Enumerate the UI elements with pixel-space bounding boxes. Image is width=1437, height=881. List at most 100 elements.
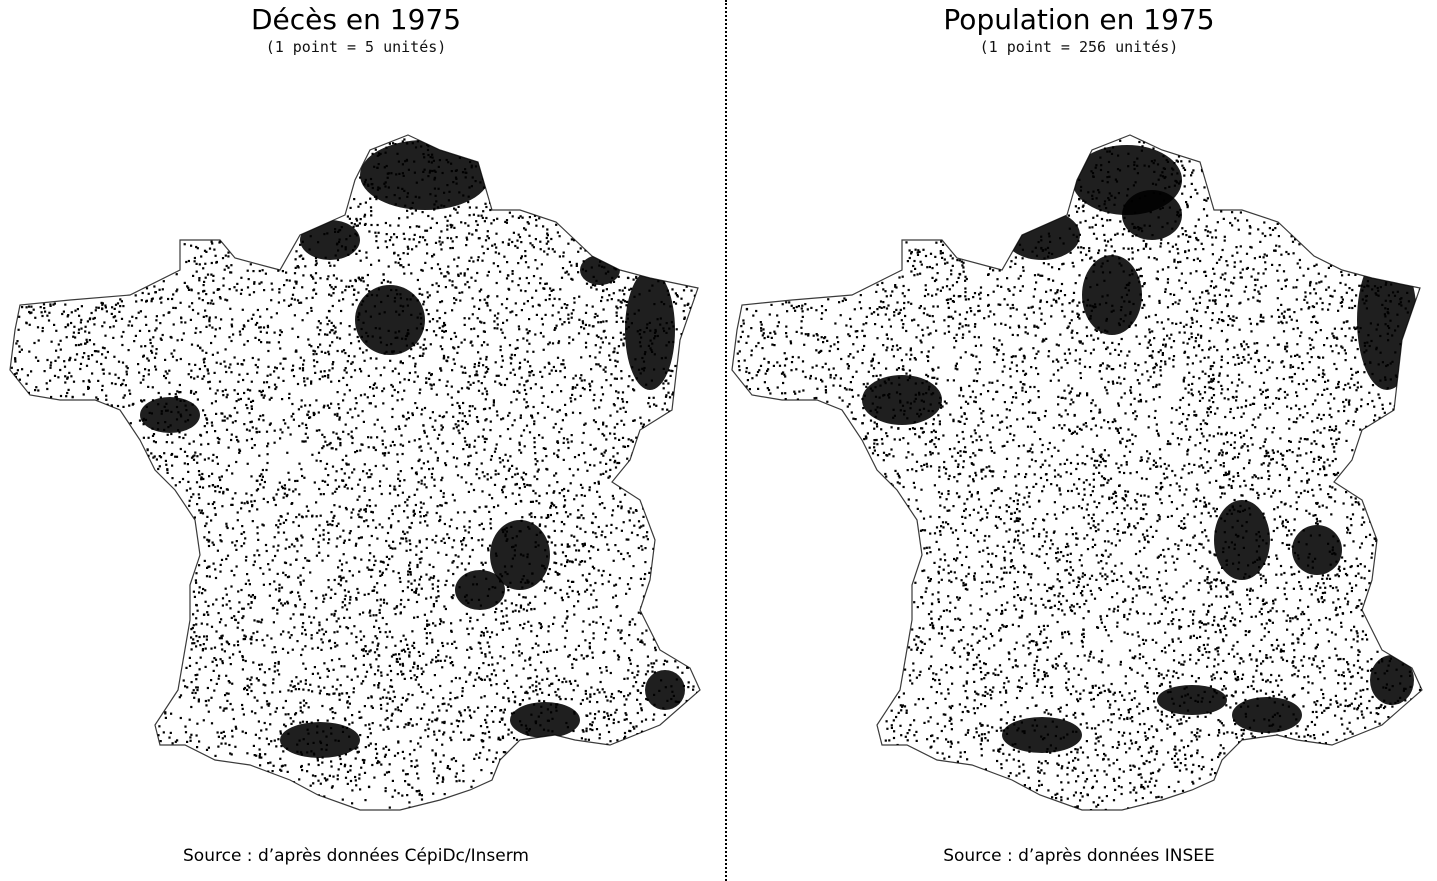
- dot: [219, 478, 222, 482]
- dot: [566, 304, 569, 307]
- dot: [597, 428, 600, 431]
- dot: [431, 425, 434, 428]
- dot: [389, 546, 392, 549]
- dot: [273, 441, 276, 444]
- dot: [471, 297, 474, 300]
- dot: [172, 323, 175, 326]
- dot: [437, 654, 440, 657]
- dot: [508, 411, 511, 415]
- dot: [243, 343, 246, 346]
- dot: [216, 549, 219, 552]
- dot: [357, 483, 360, 486]
- dot: [651, 666, 654, 669]
- dot: [453, 226, 456, 229]
- dot: [204, 699, 207, 703]
- dot: [556, 410, 559, 413]
- dot: [496, 217, 499, 220]
- dot: [483, 298, 486, 301]
- dot: [190, 636, 193, 639]
- dot: [68, 371, 71, 374]
- dot: [469, 620, 472, 623]
- dot: [328, 639, 331, 642]
- dot: [429, 596, 433, 599]
- dot: [500, 610, 503, 613]
- dot: [192, 440, 195, 443]
- dot: [249, 263, 252, 266]
- dot: [451, 493, 454, 496]
- dot: [358, 613, 361, 616]
- dot: [326, 333, 329, 336]
- dot: [197, 698, 200, 701]
- dot: [514, 347, 517, 350]
- dot: [389, 526, 393, 529]
- dot: [192, 638, 195, 641]
- dot: [619, 407, 622, 410]
- dot: [93, 323, 96, 326]
- dot: [166, 433, 169, 436]
- dot: [431, 720, 434, 723]
- dot: [171, 297, 174, 301]
- dot: [563, 366, 566, 369]
- dot: [202, 375, 206, 378]
- dot: [310, 345, 313, 348]
- dot: [627, 694, 630, 697]
- dot: [359, 259, 362, 262]
- dot: [224, 348, 227, 351]
- dot: [219, 563, 222, 566]
- dot: [558, 298, 561, 301]
- dot: [390, 383, 393, 387]
- dot: [198, 635, 201, 639]
- dot: [307, 706, 310, 709]
- dot: [260, 473, 263, 476]
- dot: [195, 617, 198, 620]
- dot: [623, 423, 626, 426]
- dot: [564, 621, 567, 624]
- dot: [255, 639, 258, 642]
- dot: [394, 613, 397, 616]
- dot: [409, 526, 412, 529]
- dot: [272, 764, 275, 767]
- dot: [505, 319, 509, 322]
- dot: [393, 252, 396, 255]
- dot: [633, 419, 636, 422]
- dot: [470, 537, 473, 540]
- dot: [447, 536, 451, 540]
- dot: [199, 453, 202, 456]
- dot: [322, 529, 325, 532]
- dot: [511, 272, 514, 275]
- dot: [512, 651, 515, 654]
- dot: [394, 428, 397, 431]
- dot: [511, 475, 514, 479]
- dot: [359, 734, 362, 737]
- dot: [430, 373, 433, 376]
- dot: [129, 392, 132, 395]
- dot: [332, 668, 335, 671]
- dot: [203, 249, 207, 252]
- dot: [456, 725, 459, 728]
- dot: [640, 639, 643, 642]
- dot: [553, 551, 556, 554]
- dot: [446, 270, 449, 274]
- dot: [309, 571, 312, 574]
- dot: [150, 300, 153, 303]
- dot: [284, 713, 287, 716]
- dot: [516, 346, 519, 350]
- dot: [393, 444, 396, 447]
- dot: [311, 514, 314, 517]
- dot: [407, 721, 410, 725]
- dot: [391, 385, 394, 388]
- dot: [383, 755, 387, 758]
- dot: [240, 588, 243, 592]
- dot: [436, 777, 439, 780]
- dot: [496, 323, 499, 326]
- dot: [424, 347, 428, 350]
- dot: [64, 326, 67, 329]
- dot: [312, 349, 315, 352]
- dot: [638, 526, 641, 529]
- dot: [263, 480, 266, 484]
- dot: [414, 765, 417, 768]
- dot: [540, 661, 543, 664]
- dot: [346, 627, 350, 630]
- dot: [429, 343, 432, 346]
- dot: [598, 733, 601, 736]
